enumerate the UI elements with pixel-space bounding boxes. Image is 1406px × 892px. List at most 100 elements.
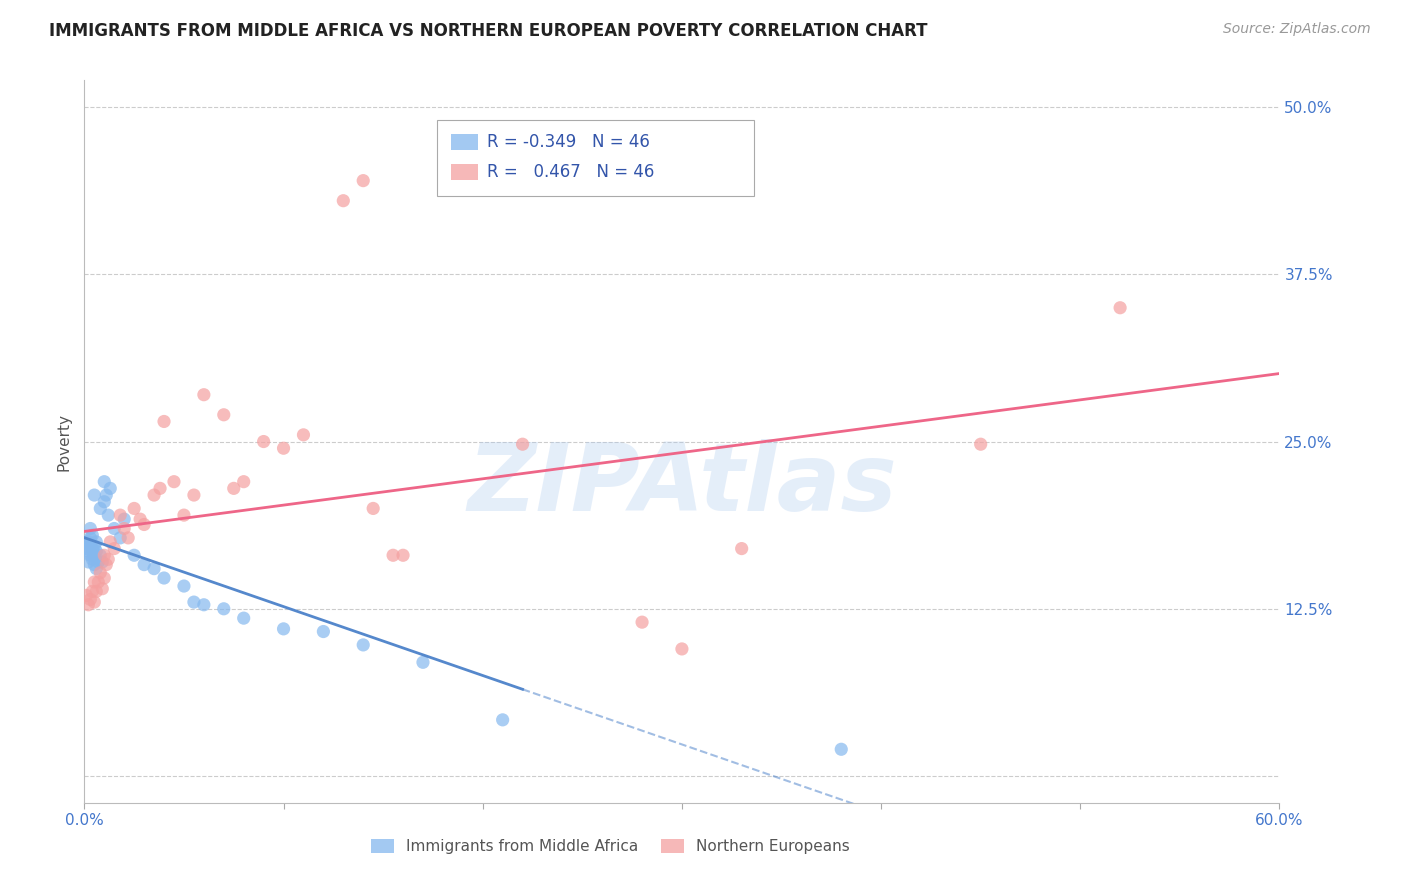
Point	[83, 539, 105, 553]
Point	[671, 642, 693, 657]
Point	[361, 501, 384, 516]
Y-axis label: Poverty: Poverty	[56, 412, 72, 471]
Point	[253, 434, 276, 449]
Point	[292, 428, 315, 442]
Point	[83, 558, 105, 572]
Point	[352, 174, 374, 188]
Point	[98, 482, 121, 496]
Point	[82, 528, 104, 542]
Point	[89, 566, 111, 580]
Text: IMMIGRANTS FROM MIDDLE AFRICA VS NORTHERN EUROPEAN POVERTY CORRELATION CHART: IMMIGRANTS FROM MIDDLE AFRICA VS NORTHER…	[49, 22, 928, 40]
Point	[77, 555, 100, 569]
Point	[183, 488, 205, 502]
Point	[83, 575, 105, 590]
Point	[412, 655, 434, 669]
Point	[122, 548, 145, 563]
Point	[193, 387, 215, 401]
Text: R = -0.349   N = 46: R = -0.349 N = 46	[486, 133, 650, 151]
Point	[93, 494, 115, 508]
Point	[492, 713, 515, 727]
Point	[75, 589, 97, 603]
Point	[77, 598, 100, 612]
Point	[273, 622, 295, 636]
Point	[103, 521, 125, 535]
Legend: Immigrants from Middle Africa, Northern Europeans: Immigrants from Middle Africa, Northern …	[364, 833, 856, 860]
Point	[232, 611, 254, 625]
Point	[129, 512, 152, 526]
Point	[143, 488, 166, 502]
Text: R =   0.467   N = 46: R = 0.467 N = 46	[486, 163, 654, 181]
Point	[97, 508, 120, 523]
Point	[75, 541, 97, 556]
Point	[173, 508, 195, 523]
Point	[79, 592, 101, 607]
Point	[83, 488, 105, 502]
Bar	[451, 134, 478, 150]
Point	[312, 624, 335, 639]
Point	[75, 535, 97, 549]
Point	[731, 541, 754, 556]
Point	[970, 437, 993, 451]
Point	[110, 531, 132, 545]
Point	[392, 548, 415, 563]
Point	[83, 595, 105, 609]
Point	[86, 544, 108, 558]
Point	[110, 508, 132, 523]
Point	[79, 548, 101, 563]
Point	[631, 615, 654, 630]
Point	[173, 579, 195, 593]
Point	[112, 512, 135, 526]
Point	[86, 584, 108, 599]
Point	[93, 571, 115, 585]
Point	[352, 638, 374, 652]
Point	[79, 539, 101, 553]
Point	[89, 548, 111, 563]
Point	[103, 541, 125, 556]
Point	[163, 475, 186, 489]
Point	[830, 742, 852, 756]
Point	[97, 552, 120, 566]
Text: ZIPAtlas: ZIPAtlas	[467, 439, 897, 531]
Point	[117, 531, 139, 545]
Point	[332, 194, 354, 208]
Point	[98, 535, 121, 549]
Point	[86, 562, 108, 576]
Point	[153, 414, 176, 429]
Point	[382, 548, 405, 563]
Point	[82, 552, 104, 566]
Point	[87, 575, 110, 590]
Point	[132, 517, 156, 532]
Point	[89, 501, 111, 516]
Point	[96, 488, 118, 502]
Point	[93, 548, 115, 563]
Point	[86, 535, 108, 549]
Point	[1109, 301, 1132, 315]
Point	[83, 548, 105, 563]
Point	[222, 482, 245, 496]
Point	[79, 531, 101, 545]
Point	[96, 558, 118, 572]
Point	[212, 408, 235, 422]
Point	[82, 541, 104, 556]
Point	[91, 555, 114, 569]
Point	[193, 598, 215, 612]
Point	[149, 482, 172, 496]
Point	[112, 521, 135, 535]
Point	[82, 584, 104, 599]
Point	[183, 595, 205, 609]
Point	[77, 535, 100, 549]
Point	[132, 558, 156, 572]
Text: Source: ZipAtlas.com: Source: ZipAtlas.com	[1223, 22, 1371, 37]
Point	[273, 442, 295, 455]
Point	[153, 571, 176, 585]
Bar	[451, 164, 478, 180]
Point	[232, 475, 254, 489]
Point	[91, 582, 114, 596]
Point	[122, 501, 145, 516]
Point	[87, 555, 110, 569]
Point	[512, 437, 534, 451]
Point	[143, 562, 166, 576]
Point	[212, 602, 235, 616]
Point	[79, 521, 101, 535]
Point	[77, 544, 100, 558]
